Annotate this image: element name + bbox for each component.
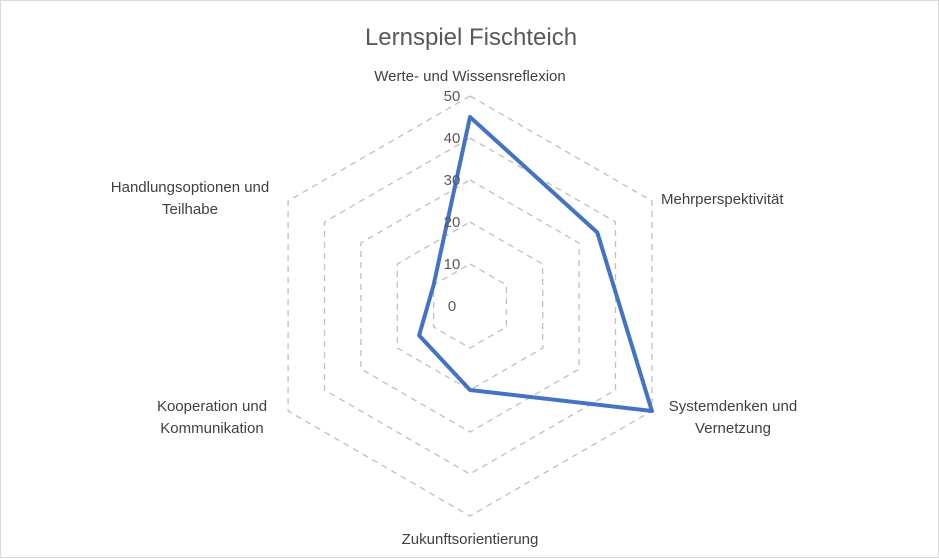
series-line bbox=[417, 115, 654, 413]
tick-label: 30 bbox=[444, 172, 461, 189]
grid-ring bbox=[432, 263, 508, 349]
grid-ring bbox=[323, 137, 617, 475]
category-label: Zukunftsorientierung bbox=[402, 531, 539, 548]
radar-grid bbox=[287, 95, 653, 517]
category-labels: Werte- und Wissensreflexion Mehrperspekti… bbox=[111, 68, 797, 548]
tick-label: 20 bbox=[444, 214, 461, 231]
category-label: Werte- und Wissensreflexion bbox=[374, 68, 565, 85]
grid-ring bbox=[396, 221, 544, 391]
grid-ring bbox=[360, 179, 580, 433]
category-label: Kooperation und Kommunikation bbox=[157, 398, 267, 437]
series-layer bbox=[417, 115, 654, 413]
tick-label: 40 bbox=[444, 130, 461, 147]
category-label: Handlungsoptionen und Teilhabe bbox=[111, 179, 269, 218]
tick-label: 10 bbox=[444, 256, 461, 273]
grid-ring bbox=[287, 95, 653, 517]
radial-tick-labels: 0 10 20 30 40 50 bbox=[444, 88, 461, 315]
chart-title: Lernspiel Fischteich bbox=[365, 24, 577, 51]
tick-label: 0 bbox=[448, 298, 456, 315]
category-label: Mehrperspektivität bbox=[661, 191, 784, 208]
category-label: Systemdenken und Vernetzung bbox=[669, 398, 797, 437]
tick-label: 50 bbox=[444, 88, 461, 105]
